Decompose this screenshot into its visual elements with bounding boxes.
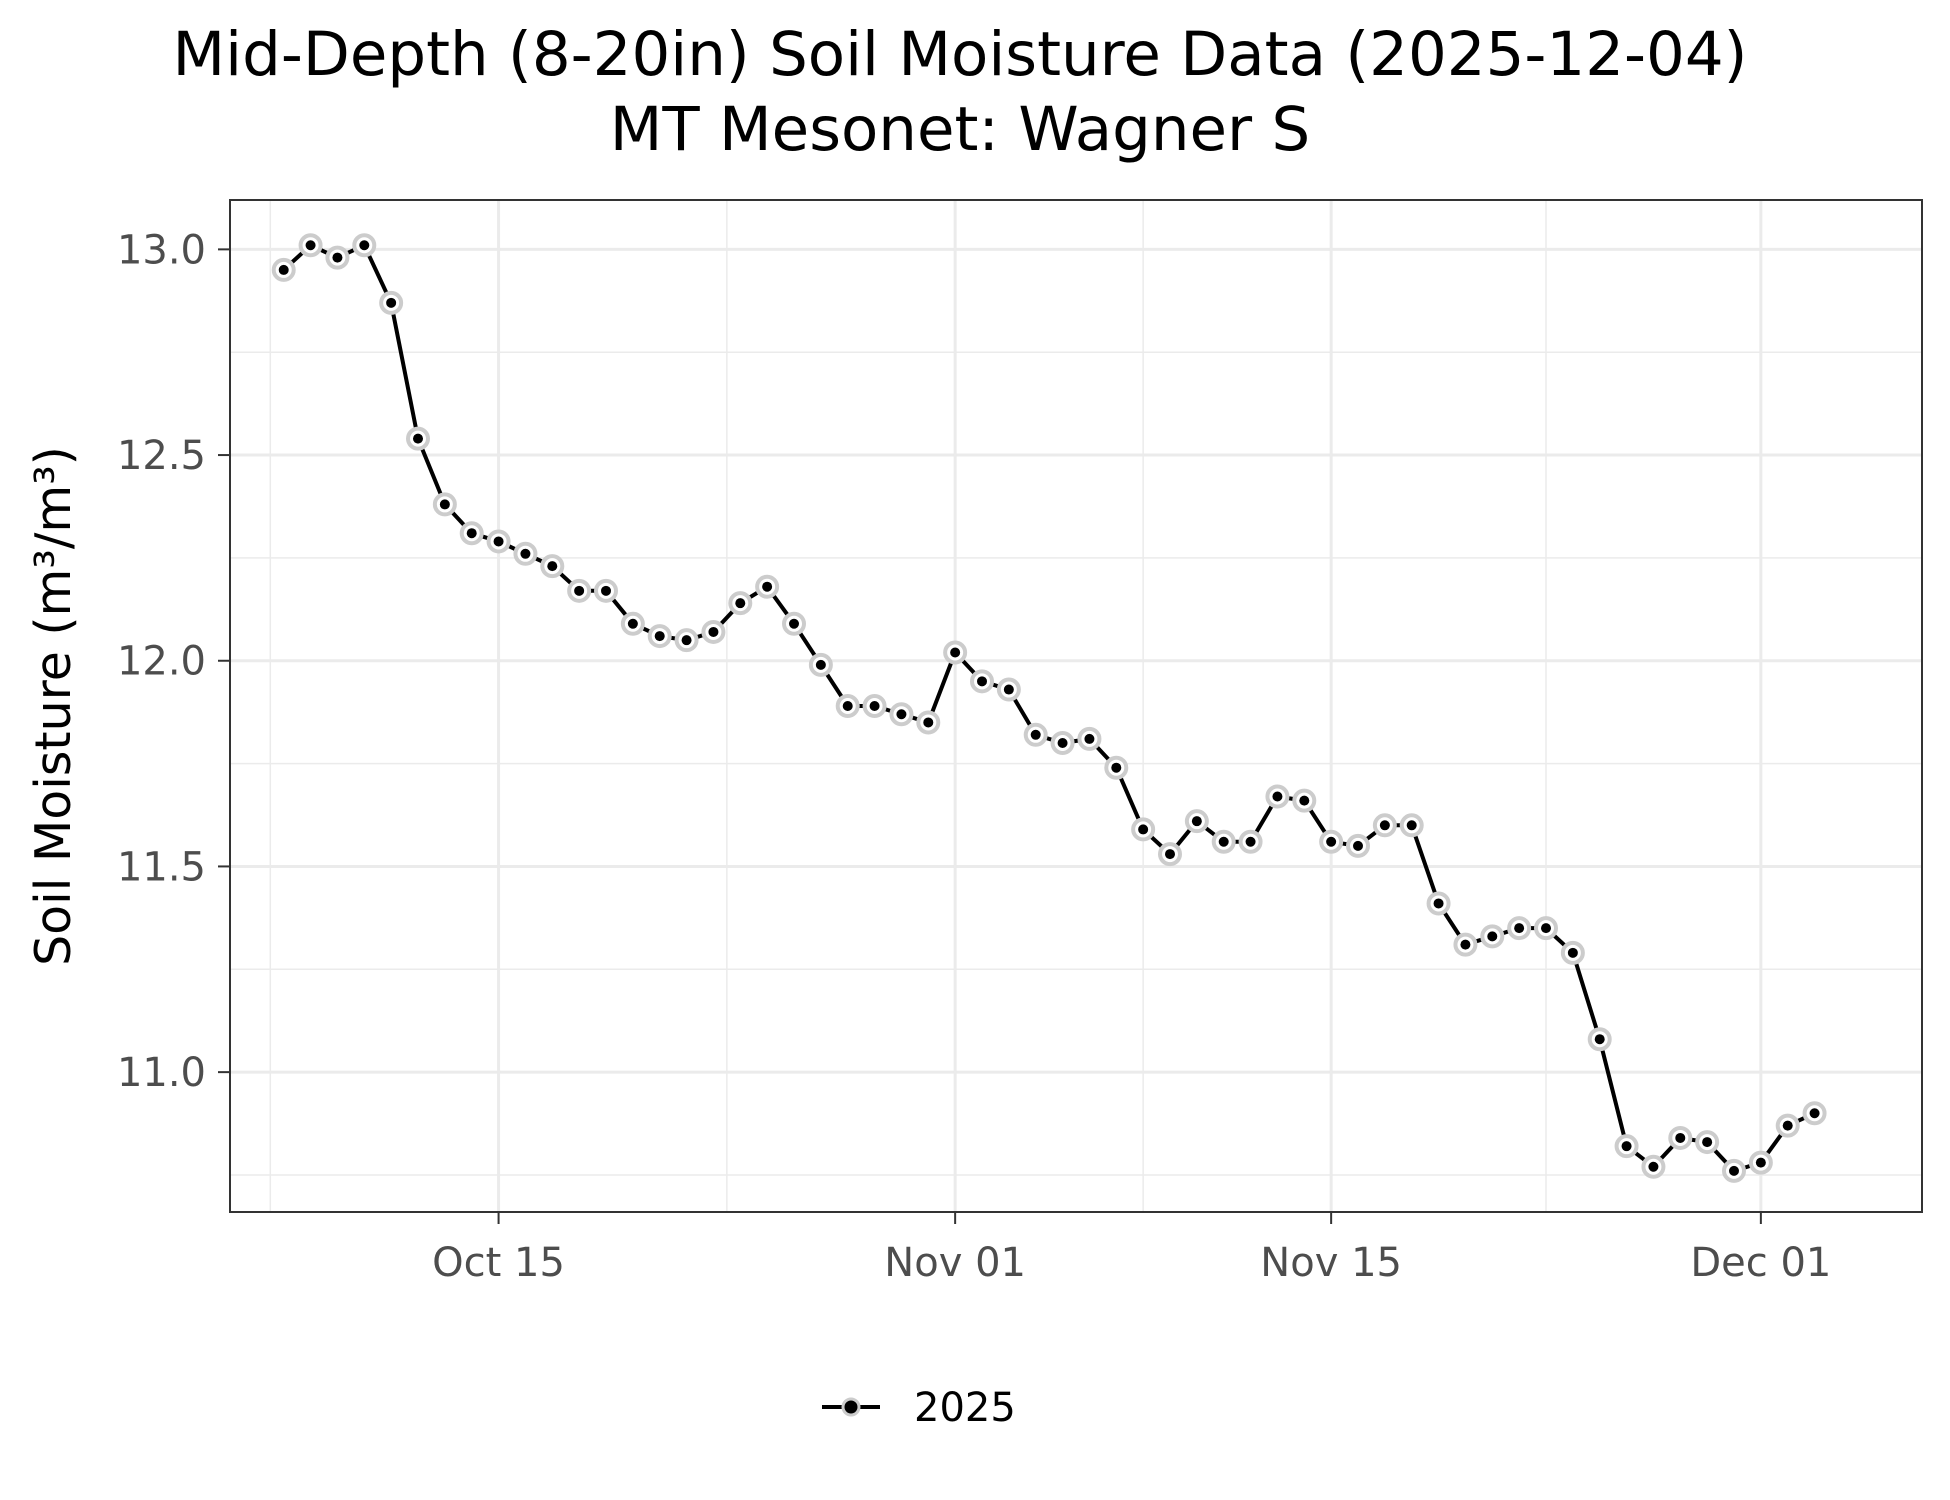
data-point <box>1084 733 1095 744</box>
y-tick-label: 12.5 <box>117 433 206 479</box>
data-point <box>413 433 423 444</box>
data-point <box>869 701 880 711</box>
data-point <box>1782 1120 1793 1131</box>
y-tick-label: 12.0 <box>117 639 206 685</box>
legend-marker-key <box>841 1397 861 1417</box>
data-point <box>1460 939 1471 950</box>
data-point <box>681 635 692 646</box>
data-point <box>1272 791 1283 802</box>
data-point <box>1406 820 1417 831</box>
data-point <box>1138 824 1149 835</box>
data-point <box>977 676 987 687</box>
data-point <box>1299 795 1310 806</box>
data-point <box>896 709 907 720</box>
data-point <box>1057 738 1068 749</box>
data-point <box>1030 729 1041 740</box>
data-point <box>1567 947 1578 958</box>
data-point <box>735 598 746 609</box>
data-point <box>762 581 773 592</box>
data-point <box>1191 816 1202 827</box>
legend: 2025 <box>822 1385 1016 1431</box>
data-point <box>493 536 504 547</box>
data-point <box>708 626 719 637</box>
y-tick-label: 11.0 <box>117 1050 206 1096</box>
data-point <box>654 631 665 642</box>
data-point <box>1111 762 1122 773</box>
data-point <box>1353 840 1363 851</box>
major-gridlines <box>230 200 1922 1212</box>
data-point <box>1245 836 1256 847</box>
x-tick-label: Nov 01 <box>884 1240 1026 1286</box>
data-point <box>278 264 289 275</box>
data-point <box>1003 684 1014 695</box>
y-tick-label: 13.0 <box>117 227 206 273</box>
data-point <box>1514 923 1525 934</box>
data-point <box>1729 1165 1739 1176</box>
data-point <box>1809 1108 1820 1119</box>
plot-panel-border <box>229 199 1923 1213</box>
data-point <box>1165 849 1175 860</box>
data-point <box>923 717 934 728</box>
data-point <box>386 297 397 308</box>
data-point <box>1218 836 1229 847</box>
data-point <box>1702 1137 1713 1148</box>
data-point <box>466 528 477 539</box>
series-layer <box>271 233 1827 1183</box>
data-point <box>815 659 826 670</box>
series-line <box>282 243 1816 1173</box>
data-point <box>520 548 531 559</box>
y-axis-title: Soil Moisture (m³/m³) <box>25 446 82 966</box>
data-point <box>1379 820 1390 831</box>
data-point <box>359 240 370 251</box>
data-point <box>627 618 638 629</box>
data-point <box>332 252 343 263</box>
legend-label: 2025 <box>914 1385 1016 1431</box>
data-point <box>950 647 961 658</box>
minor-gridlines <box>230 200 1922 1212</box>
data-point <box>1487 931 1498 942</box>
data-point <box>1594 1034 1605 1045</box>
data-point <box>1326 836 1337 847</box>
data-point <box>547 561 558 572</box>
x-tick-label: Nov 15 <box>1260 1240 1402 1286</box>
data-point <box>842 701 853 711</box>
data-point <box>1541 923 1551 934</box>
data-point <box>574 585 585 596</box>
data-point <box>601 585 611 596</box>
data-point <box>1755 1157 1766 1168</box>
data-point <box>1621 1141 1632 1152</box>
x-tick-label: Oct 15 <box>432 1240 565 1286</box>
data-point <box>305 240 316 251</box>
chart-subtitle: MT Mesonet: Wagner S <box>610 94 1311 165</box>
axis-tick-labels: 11.0 11.5 12.0 12.5 13.0 Oct 15 Nov 01 Nov 15 De… <box>117 227 1831 1286</box>
data-point <box>1433 898 1444 909</box>
chart-title: Mid-Depth (8-20in) Soil Moisture Data (2… <box>173 19 1748 90</box>
data-point <box>1648 1161 1659 1172</box>
data-point <box>789 618 799 629</box>
plot-panel <box>230 200 1922 1212</box>
data-point <box>439 499 450 510</box>
data-point <box>1675 1132 1686 1143</box>
y-tick-label: 11.5 <box>117 844 206 890</box>
axis-ticks <box>218 248 1762 1224</box>
x-tick-label: Dec 01 <box>1690 1240 1831 1286</box>
